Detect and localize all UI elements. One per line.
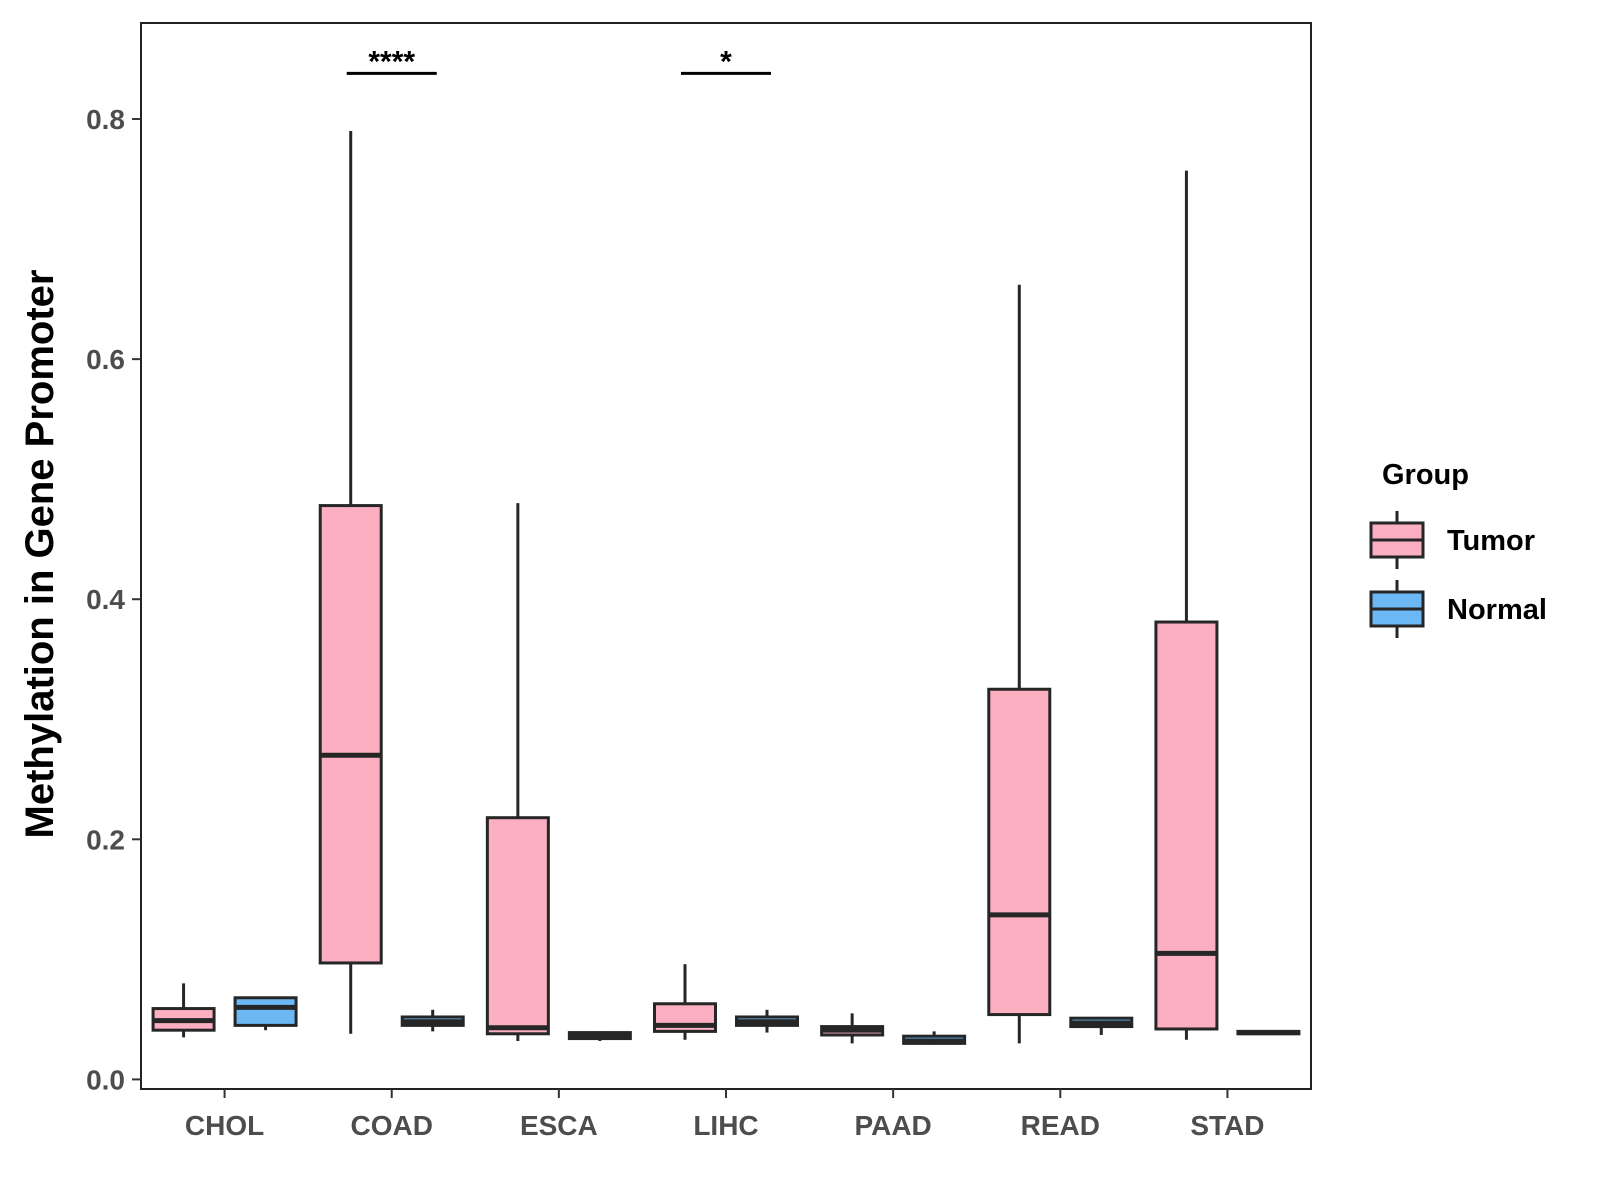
legend-label: Tumor <box>1447 525 1535 557</box>
box-tumor-lihc <box>653 964 717 1040</box>
legend-label: Normal <box>1447 594 1547 626</box>
box-normal-paad <box>902 1031 967 1045</box>
box-tumor-stad <box>1154 170 1219 1040</box>
box-tumor-paad <box>820 1013 885 1044</box>
significance-label: * <box>720 45 732 78</box>
box-tumor-esca <box>485 503 550 1041</box>
box-tumor-read <box>987 284 1052 1044</box>
x-tick-label: CHOL <box>185 1110 264 1141</box>
box-body <box>318 504 383 965</box>
significance-coad: **** <box>346 45 437 78</box>
x-tick-label: PAAD <box>855 1110 932 1141</box>
box-tumor-coad <box>318 131 383 1034</box>
plot-area: **** * <box>151 45 1301 1045</box>
x-tick-label: ESCA <box>520 1110 598 1141</box>
box-tumor-chol <box>151 983 216 1038</box>
legend-item-tumor: Tumor <box>1369 511 1535 569</box>
box-normal-stad <box>1236 1029 1301 1036</box>
significance-lihc: * <box>681 45 771 78</box>
box-body <box>987 687 1052 1017</box>
y-tick-label: 0.0 <box>86 1064 125 1095</box>
x-tick-label: STAD <box>1190 1110 1264 1141</box>
y-tick-label: 0.4 <box>86 584 125 615</box>
significance-label: **** <box>368 45 415 78</box>
box-normal-read <box>1069 1016 1134 1035</box>
legend: Group Tumor Normal <box>1369 459 1547 638</box>
x-tick-label: LIHC <box>693 1110 758 1141</box>
y-tick-label: 0.6 <box>86 344 125 375</box>
axes: 0.0 0.2 0.4 0.6 0.8 CHOL COAD ESCA LIHC PAAD READ S… <box>86 22 1312 1141</box>
panel-border <box>140 22 1312 1090</box>
x-tick-label: COAD <box>350 1110 432 1141</box>
y-tick-label: 0.2 <box>86 824 125 855</box>
box-body <box>233 996 298 1027</box>
box-normal-lihc <box>735 1009 799 1033</box>
y-axis-title: Methylation in Gene Promoter <box>18 270 62 839</box>
box-normal-chol <box>233 996 298 1031</box>
legend-item-normal: Normal <box>1369 580 1547 638</box>
box-normal-esca <box>567 1031 632 1041</box>
box-body <box>485 816 550 1036</box>
x-tick-label: READ <box>1021 1110 1100 1141</box>
legend-title: Group <box>1382 459 1469 491</box>
y-tick-label: 0.8 <box>86 104 125 135</box>
box-normal-coad <box>400 1009 465 1032</box>
box-body <box>1154 620 1219 1031</box>
